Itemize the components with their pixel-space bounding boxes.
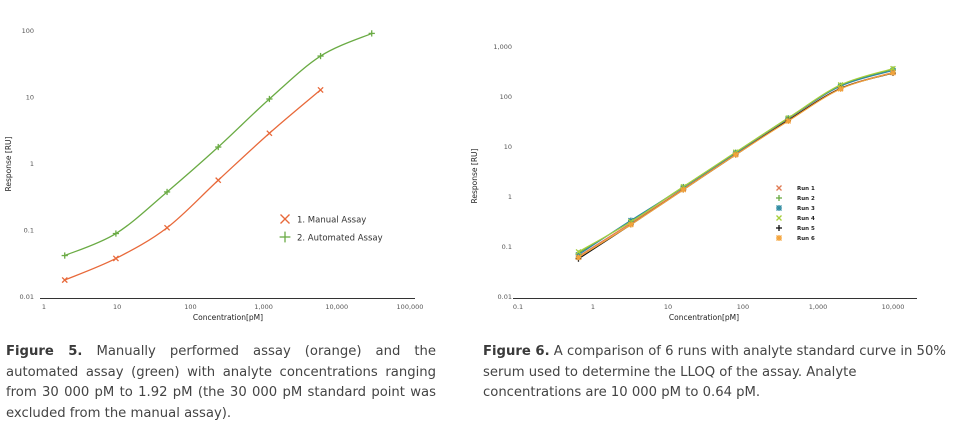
x-tick-label: 10: [113, 303, 121, 311]
figure-6-label: Figure 6.: [483, 344, 550, 359]
x-tick-label: 100: [184, 303, 196, 311]
x-tick-label: 1,000: [809, 303, 828, 311]
y-tick-label: 1,000: [493, 43, 512, 51]
x-tick-label: 10,000: [882, 303, 905, 311]
data-point-series-2: [215, 143, 222, 151]
data-point-series-1: [266, 130, 273, 137]
legend-label-1: 1. Manual Assay: [297, 216, 366, 226]
legend-label-2: 2. Automated Assay: [297, 234, 383, 244]
legend-label-2: Run 2: [797, 196, 815, 202]
figure-6-text: A comparison of 6 runs with analyte stan…: [483, 344, 946, 400]
legend-marker-2: [279, 231, 291, 243]
x-tick-label: 10: [664, 303, 672, 311]
x-tick-label: 10,000: [325, 303, 348, 311]
data-point-series-6: [785, 118, 792, 124]
legend-marker-2: [776, 195, 782, 201]
x-tick-label: 100,000: [397, 303, 424, 311]
data-point-series-6: [837, 86, 844, 92]
legend-label-6: Run 6: [797, 236, 815, 242]
data-point-series-1: [317, 86, 324, 93]
legend-label-3: Run 3: [797, 206, 815, 212]
legend-marker-3: [776, 205, 782, 211]
data-point-series-2: [61, 252, 68, 259]
x-tick-label: 100: [737, 303, 749, 311]
data-point-series-4: [890, 65, 896, 72]
data-point-series-6: [628, 221, 634, 228]
legend-marker-6: [776, 235, 782, 241]
figure-5-caption: Figure 5. Manually performed assay (oran…: [6, 342, 436, 424]
legend-marker-4: [776, 215, 782, 221]
legend-label-4: Run 4: [797, 216, 815, 222]
x-tick-label: 1: [42, 303, 46, 311]
y-tick-label: 1: [508, 193, 512, 201]
y-tick-label: 0.1: [24, 227, 34, 235]
series-line-4: [578, 68, 894, 253]
y-tick-label: 10: [26, 94, 34, 102]
y-axis-label: Response [RU]: [470, 148, 479, 203]
data-point-series-2: [368, 30, 375, 37]
figure-6-caption: Figure 6. A comparison of 6 runs with an…: [483, 342, 953, 404]
series-line-6: [578, 72, 894, 258]
data-point-series-2: [317, 52, 324, 60]
legend-marker-5: [776, 225, 782, 231]
y-axis-label: Response [RU]: [4, 136, 13, 191]
data-point-series-2: [112, 230, 120, 237]
x-tick-label: 1: [591, 303, 595, 311]
y-tick-label: 100: [22, 27, 34, 35]
data-point-series-2: [266, 95, 273, 103]
data-point-series-6: [890, 69, 896, 76]
data-point-series-1: [164, 224, 171, 231]
data-point-series-6: [680, 186, 687, 193]
y-tick-label: 1: [30, 160, 34, 168]
data-point-series-6: [575, 254, 582, 261]
x-axis-label: Concentration[pM]: [669, 313, 739, 322]
legend-marker-1: [280, 214, 290, 224]
figure-5-text: Manually performed assay (orange) and th…: [6, 344, 436, 421]
data-point-series-4: [575, 248, 582, 255]
figure-5-chart: 1 10 100 1,000 10,000 100,0000.010.1110100Con…: [4, 27, 917, 322]
legend-label-1: Run 1: [797, 186, 815, 192]
y-tick-label: 0.1: [502, 243, 512, 251]
x-tick-label: 0.1: [513, 303, 523, 311]
series-line-5: [578, 72, 894, 260]
data-point-series-1: [61, 276, 68, 284]
data-point-series-6: [732, 151, 739, 158]
x-axis-label: Concentration[pM]: [193, 313, 263, 322]
series-line-2: [578, 68, 894, 254]
legend-marker-1: [776, 185, 782, 191]
y-tick-label: 0.01: [498, 293, 512, 301]
y-tick-label: 0.01: [20, 293, 34, 301]
figure-5-label: Figure 5.: [6, 344, 83, 359]
series-line-1: [64, 89, 321, 281]
legend-label-5: Run 5: [797, 226, 815, 232]
data-point-series-1: [215, 177, 222, 184]
data-point-series-2: [163, 188, 171, 196]
data-point-series-1: [112, 255, 119, 262]
x-tick-label: 1,000: [254, 303, 273, 311]
y-tick-label: 100: [500, 93, 512, 101]
y-tick-label: 10: [504, 143, 512, 151]
